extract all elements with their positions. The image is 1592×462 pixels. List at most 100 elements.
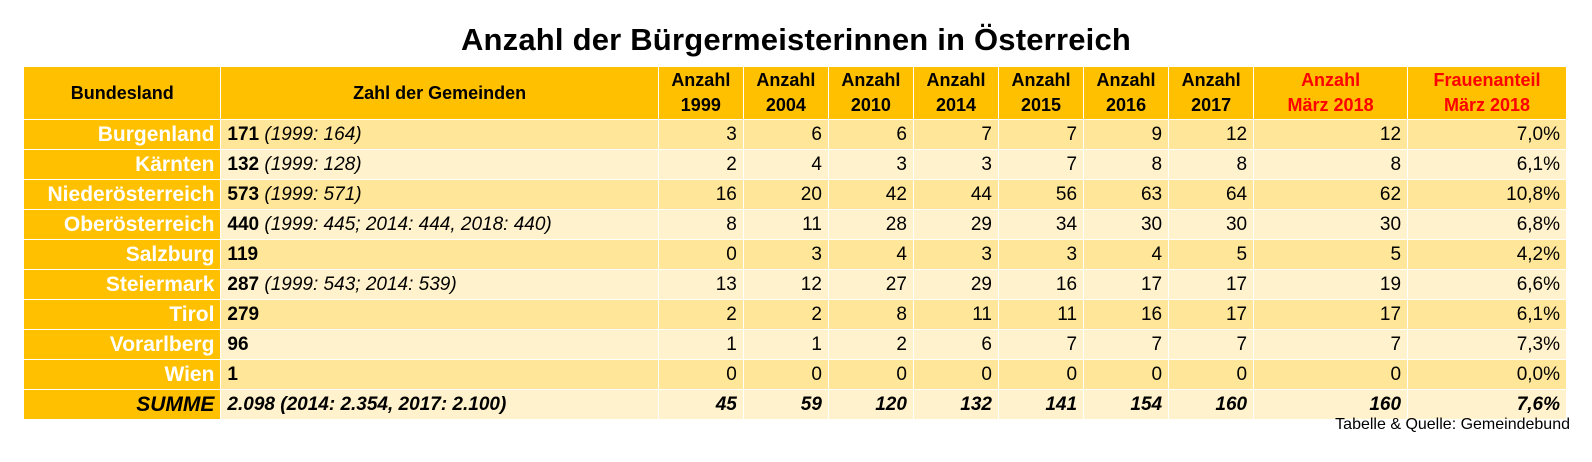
header-year-line2: 2004	[765, 95, 806, 115]
value-cell: 7	[1168, 329, 1255, 360]
value-cell: 6,6%	[1407, 269, 1567, 300]
table-row: Vorarlberg 96 1 1 2 6 7 7 7 7 7,3%	[22, 329, 1567, 360]
header-year-line2: 2017	[1191, 95, 1232, 115]
gemeinden-count: 1	[227, 363, 238, 385]
value-cell: 7	[1253, 329, 1409, 360]
gemeinden-note: (1999: 445; 2014: 444, 2018: 440)	[264, 213, 552, 235]
value-cell: 3	[827, 149, 914, 180]
header-year-line1: Anzahl	[671, 70, 731, 90]
summary-value: 141	[997, 389, 1085, 420]
gemeinden-cell: 171 (1999: 164)	[220, 119, 659, 150]
gemeinden-count: 287	[227, 273, 260, 295]
table-row: Tirol 279 2 2 8 11 11 16 17 17 6,1%	[22, 299, 1567, 330]
value-cell: 4	[1083, 239, 1170, 270]
summary-value: 132	[912, 389, 999, 420]
value-cell: 44	[912, 179, 999, 210]
value-cell: 20	[742, 179, 829, 210]
value-cell: 12	[1168, 119, 1255, 150]
header-year-line1: Anzahl	[1011, 70, 1071, 90]
table-row: Salzburg 119 0 3 4 3 3 4 5 5 4,2%	[22, 239, 1567, 270]
value-cell: 7	[997, 119, 1085, 150]
value-cell: 11	[742, 209, 829, 240]
value-cell: 3	[997, 239, 1085, 270]
header-year-line1: Frauenanteil	[1433, 70, 1541, 90]
value-cell: 8	[827, 299, 914, 330]
header-year-0: Anzahl 1999	[657, 66, 744, 120]
table-row: Burgenland 171 (1999: 164) 3 6 6 7 7 9 12 12 7,0%	[22, 119, 1567, 150]
value-cell: 28	[827, 209, 914, 240]
value-cell: 17	[1168, 269, 1255, 300]
header-year-line2: 2014	[935, 95, 976, 115]
header-year-8: Frauenanteil März 2018	[1407, 66, 1567, 120]
value-cell: 8	[1168, 149, 1255, 180]
gemeinden-note: (1999: 543; 2014: 539)	[264, 273, 457, 295]
value-cell: 30	[1168, 209, 1255, 240]
state-name: Niederösterreich	[22, 179, 222, 210]
value-cell: 63	[1083, 179, 1170, 210]
header-year-line2: März 2018	[1287, 95, 1374, 115]
value-cell: 0	[1083, 359, 1170, 390]
value-cell: 42	[827, 179, 914, 210]
summary-label: SUMME	[22, 389, 222, 420]
header-year-5: Anzahl 2016	[1083, 66, 1170, 120]
value-cell: 0	[1168, 359, 1255, 390]
summary-value: 7,6%	[1407, 389, 1567, 420]
value-cell: 8	[1253, 149, 1409, 180]
header-year-line1: Anzahl	[1181, 70, 1241, 90]
gemeinden-count: 440	[227, 213, 260, 235]
header-bundesland: Bundesland	[22, 66, 222, 120]
value-cell: 6,8%	[1407, 209, 1567, 240]
value-cell: 56	[997, 179, 1085, 210]
mayors-table: Bundesland Zahl der Gemeinden Anzahl 1999…	[22, 66, 1567, 420]
gemeinden-cell: 1	[220, 359, 659, 390]
value-cell: 2	[827, 329, 914, 360]
value-cell: 0	[827, 359, 914, 390]
state-name: Wien	[22, 359, 222, 390]
value-cell: 13	[657, 269, 744, 300]
header-gemeinden: Zahl der Gemeinden	[220, 66, 659, 120]
value-cell: 7,0%	[1407, 119, 1567, 150]
value-cell: 3	[657, 119, 744, 150]
header-year-2: Anzahl 2010	[827, 66, 914, 120]
gemeinden-count: 132	[227, 153, 260, 175]
value-cell: 5	[1253, 239, 1409, 270]
value-cell: 3	[742, 239, 829, 270]
value-cell: 7	[997, 149, 1085, 180]
gemeinden-note: (1999: 164)	[264, 123, 362, 145]
value-cell: 1	[742, 329, 829, 360]
value-cell: 0	[657, 239, 744, 270]
source-note: Tabelle & Quelle: Gemeindebund	[1335, 416, 1570, 433]
state-name: Tirol	[22, 299, 222, 330]
value-cell: 17	[1253, 299, 1409, 330]
state-name: Steiermark	[22, 269, 222, 300]
value-cell: 6,1%	[1407, 299, 1567, 330]
header-year-line1: Anzahl	[1096, 70, 1156, 90]
value-cell: 2	[657, 299, 744, 330]
value-cell: 6	[912, 329, 999, 360]
header-year-line2: März 2018	[1443, 95, 1531, 115]
value-cell: 4	[827, 239, 914, 270]
gemeinden-cell: 119	[220, 239, 659, 270]
value-cell: 16	[997, 269, 1085, 300]
value-cell: 8	[657, 209, 744, 240]
value-cell: 12	[1253, 119, 1409, 150]
header-year-line2: 1999	[680, 95, 721, 115]
value-cell: 7,3%	[1407, 329, 1567, 360]
value-cell: 6	[827, 119, 914, 150]
value-cell: 0	[742, 359, 829, 390]
value-cell: 0	[657, 359, 744, 390]
value-cell: 3	[912, 149, 999, 180]
gemeinden-cell: 279	[220, 299, 659, 330]
value-cell: 0	[912, 359, 999, 390]
value-cell: 62	[1253, 179, 1409, 210]
value-cell: 29	[912, 269, 999, 300]
gemeinden-cell: 132 (1999: 128)	[220, 149, 659, 180]
value-cell: 5	[1168, 239, 1255, 270]
table-row: Steiermark 287 (1999: 543; 2014: 539) 13 12…	[22, 269, 1567, 300]
value-cell: 6,1%	[1407, 149, 1567, 180]
table-body: Burgenland 171 (1999: 164) 3 6 6 7 7 9 12 12 7,0% K…	[22, 119, 1567, 420]
value-cell: 29	[912, 209, 999, 240]
value-cell: 0	[997, 359, 1085, 390]
value-cell: 30	[1083, 209, 1170, 240]
value-cell: 34	[997, 209, 1085, 240]
